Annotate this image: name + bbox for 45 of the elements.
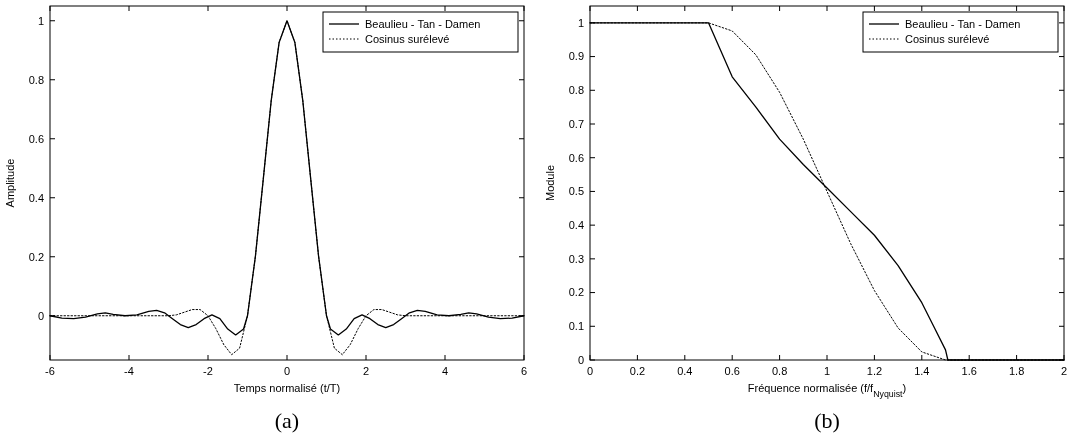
x-tick-label: 0.8 (771, 365, 788, 377)
y-tick-label: 0.2 (28, 250, 44, 263)
legend-label: Beaulieu - Tan - Damen (905, 17, 1021, 30)
y-tick-label: 0.6 (568, 151, 584, 164)
x-axis-title: Temps normalisé (t/T) (233, 382, 341, 394)
x-tick-label: -4 (124, 365, 134, 377)
y-tick-label: 0.6 (28, 132, 44, 145)
x-tick-label: 0.4 (677, 365, 693, 377)
y-tick-label: 0.5 (568, 185, 584, 198)
y-tick-label: 0.7 (568, 117, 584, 130)
y-tick-label: 1 (577, 16, 584, 29)
x-tick-label: -6 (45, 365, 55, 377)
x-tick-label: 1.4 (914, 365, 930, 377)
y-axis-title: Amplitude (4, 158, 16, 208)
x-tick-label: 1.2 (866, 365, 883, 377)
x-tick-label: 4 (441, 365, 449, 377)
y-tick-label: 0.4 (28, 191, 44, 204)
y-tick-label: 0.2 (568, 286, 584, 299)
y-tick-label: 0.1 (568, 320, 584, 333)
text: (a) (274, 408, 300, 433)
x-tick-label: 1 (823, 365, 831, 377)
x-tick-label: 0.6 (724, 365, 740, 377)
legend-label: Beaulieu - Tan - Damen (365, 17, 481, 30)
x-tick-label: 0 (586, 365, 594, 377)
y-tick-label: 0.3 (568, 252, 584, 265)
y-tick-label: 0.9 (568, 50, 584, 63)
y-tick-label: 0 (577, 353, 584, 366)
x-tick-label: -2 (203, 365, 213, 377)
y-axis-title: Module (544, 164, 556, 202)
legend-label: Cosinus surélevé (365, 32, 450, 45)
y-tick-label: 0.8 (28, 73, 44, 86)
x-tick-label: 6 (520, 365, 528, 377)
text: (b) (814, 408, 840, 433)
y-tick-label: 0.4 (568, 218, 584, 231)
x-tick-label: 2 (362, 365, 370, 377)
x-tick-label: 2 (1060, 365, 1068, 377)
x-tick-label: 0 (283, 365, 291, 377)
y-tick-label: 1 (37, 14, 44, 27)
legend-label: Cosinus surélevé (905, 32, 990, 45)
y-tick-label: 0.8 (568, 84, 584, 97)
x-tick-label: 1.8 (1008, 365, 1025, 377)
x-tick-label: 0.2 (629, 365, 646, 377)
y-tick-label: 0 (37, 309, 44, 322)
x-axis-title: Fréquence normalisée (f/f$_{Nyquist}$) (747, 382, 907, 399)
x-tick-label: 1.6 (961, 365, 977, 377)
